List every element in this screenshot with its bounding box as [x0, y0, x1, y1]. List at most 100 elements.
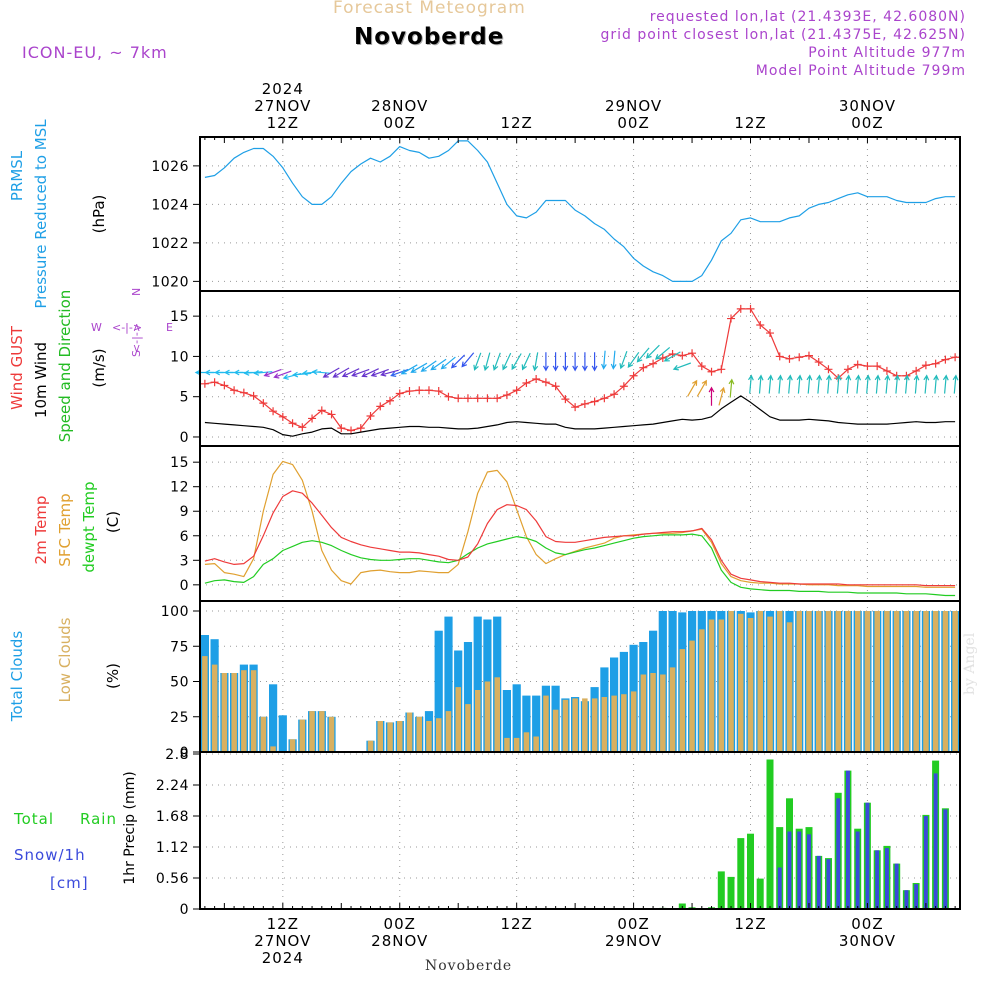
wind-gust-point [775, 352, 784, 361]
low-cloud-bar [708, 619, 715, 752]
y-tick-label: 50 [170, 675, 189, 691]
low-cloud-bar [806, 611, 812, 752]
wind-direction-arrow [894, 374, 901, 394]
wind-gust-point [931, 359, 940, 368]
wind-unit: (m/s) [90, 348, 108, 387]
wind-gust-point [795, 353, 804, 362]
bottom-time-label: 00Z [384, 915, 416, 933]
wind-direction-arrow [687, 379, 698, 397]
low-cloud-bar [397, 721, 403, 752]
wind-direction-arrow [591, 352, 598, 372]
gridpoint-coordinates: grid point closest lon,lat (21.4375E, 42… [600, 27, 966, 43]
wind-direction-arrow [502, 352, 512, 371]
axis-layer: 1020 1022 1024 1026 0 5 10 15 0 3 6 9 12 15 0 25 50 75 100… [8, 80, 961, 967]
wind-gust-point [590, 397, 599, 406]
wind-gust-point [278, 412, 287, 421]
wind-direction-arrow [913, 374, 920, 394]
wind-gust-point [259, 399, 268, 408]
y-tick-label: 0 [180, 745, 189, 761]
wind-gust-point [541, 378, 550, 387]
wind-direction-arrow [322, 367, 340, 378]
wind-direction-arrow [361, 368, 379, 378]
low-cloud-bar [923, 611, 929, 752]
wind-direction-arrow [511, 353, 522, 371]
wind-gust-point [463, 394, 472, 403]
compass-north: N [130, 288, 143, 296]
location-title: Novoberde [354, 24, 505, 50]
wind-direction-arrow [243, 370, 263, 376]
wind-direction-arrow [718, 386, 726, 406]
snow-bar [807, 834, 811, 909]
snow-bar [797, 831, 802, 909]
low-cloud-bar [309, 711, 315, 752]
wind-direction-arrow [380, 369, 399, 377]
low-cloud-bar [533, 736, 539, 752]
wind-direction-arrows [194, 344, 959, 406]
low-cloud-bar [523, 732, 530, 752]
total-cloud-bar [278, 715, 287, 752]
dewpoint-line [204, 533, 956, 597]
wind-gust-point [688, 349, 697, 358]
bottom-time-label: 2024 [262, 949, 304, 967]
rain-bar [727, 876, 735, 909]
bottom-time-label: 28NOV [371, 932, 428, 950]
low-cloud-bar [475, 690, 481, 752]
temp-unit: (C) [104, 511, 122, 533]
watermark: by Angel [962, 632, 978, 695]
wind-gust-point [239, 388, 248, 397]
wind-direction-arrow [777, 374, 784, 394]
total-cloud-bar [502, 690, 511, 752]
snow-bar [826, 859, 831, 909]
low-cloud-bar [640, 674, 647, 752]
snow-bar [836, 798, 841, 909]
wind-gust-point [629, 371, 638, 380]
wind-gust-point [639, 363, 648, 372]
y-tick-label: 1020 [151, 274, 189, 290]
pressure-unit: (hPa) [90, 195, 108, 234]
wind-gust-point [473, 394, 482, 403]
low-cloud-bar [660, 674, 666, 752]
wind-direction-arrow [461, 352, 475, 368]
compass-east: E [166, 321, 173, 334]
wind-gust-point [619, 382, 628, 391]
low-cloud-bar [864, 611, 871, 752]
wind-gust-point [736, 304, 745, 313]
panel-frame [199, 136, 961, 292]
y-tick-label: 6 [180, 529, 189, 545]
pressure-label-short: PRMSL [8, 150, 26, 201]
y-tick-label: 0 [180, 430, 189, 446]
top-time-label: 27NOV [254, 97, 311, 115]
wind-gust-point [863, 362, 872, 371]
wind-gust-point [210, 378, 219, 387]
snow-bar [894, 863, 899, 909]
compass-rose: W <-|-> ENS<-|-> [91, 288, 173, 357]
bottom-time-label: 29NOV [605, 932, 662, 950]
wind-direction-arrow [390, 368, 409, 377]
y-tick-label: 3 [180, 553, 189, 569]
wind-direction-arrow [562, 352, 569, 372]
bottom-time-label: 00Z [851, 915, 883, 933]
wind-direction-arrow [273, 370, 292, 379]
wind-gust-point [951, 353, 960, 362]
low-cloud-bar [630, 691, 637, 752]
wind-direction-arrow [663, 351, 681, 362]
y-tick-label: 5 [180, 390, 189, 406]
low-cloud-bar [855, 611, 861, 752]
snow-bar [904, 890, 909, 909]
wind-gust-markers [200, 304, 960, 435]
precip-bars [659, 759, 949, 910]
wind-direction-arrow [796, 374, 803, 394]
wind-direction-arrow [440, 356, 456, 370]
wind-direction-arrow [311, 369, 331, 375]
wind-direction-arrow [903, 374, 910, 394]
low-cloud-bar [484, 681, 491, 752]
low-cloud-bar [942, 611, 949, 752]
temp-2m-line [204, 490, 956, 587]
top-time-label: 2024 [262, 80, 304, 98]
rain-bar [756, 878, 764, 909]
bottom-time-label: 00Z [617, 915, 649, 933]
low-cloud-bar [211, 664, 218, 752]
low-cloud-bar [777, 611, 783, 752]
wind-gust-point [707, 367, 716, 376]
wind-direction-arrow [708, 386, 715, 406]
